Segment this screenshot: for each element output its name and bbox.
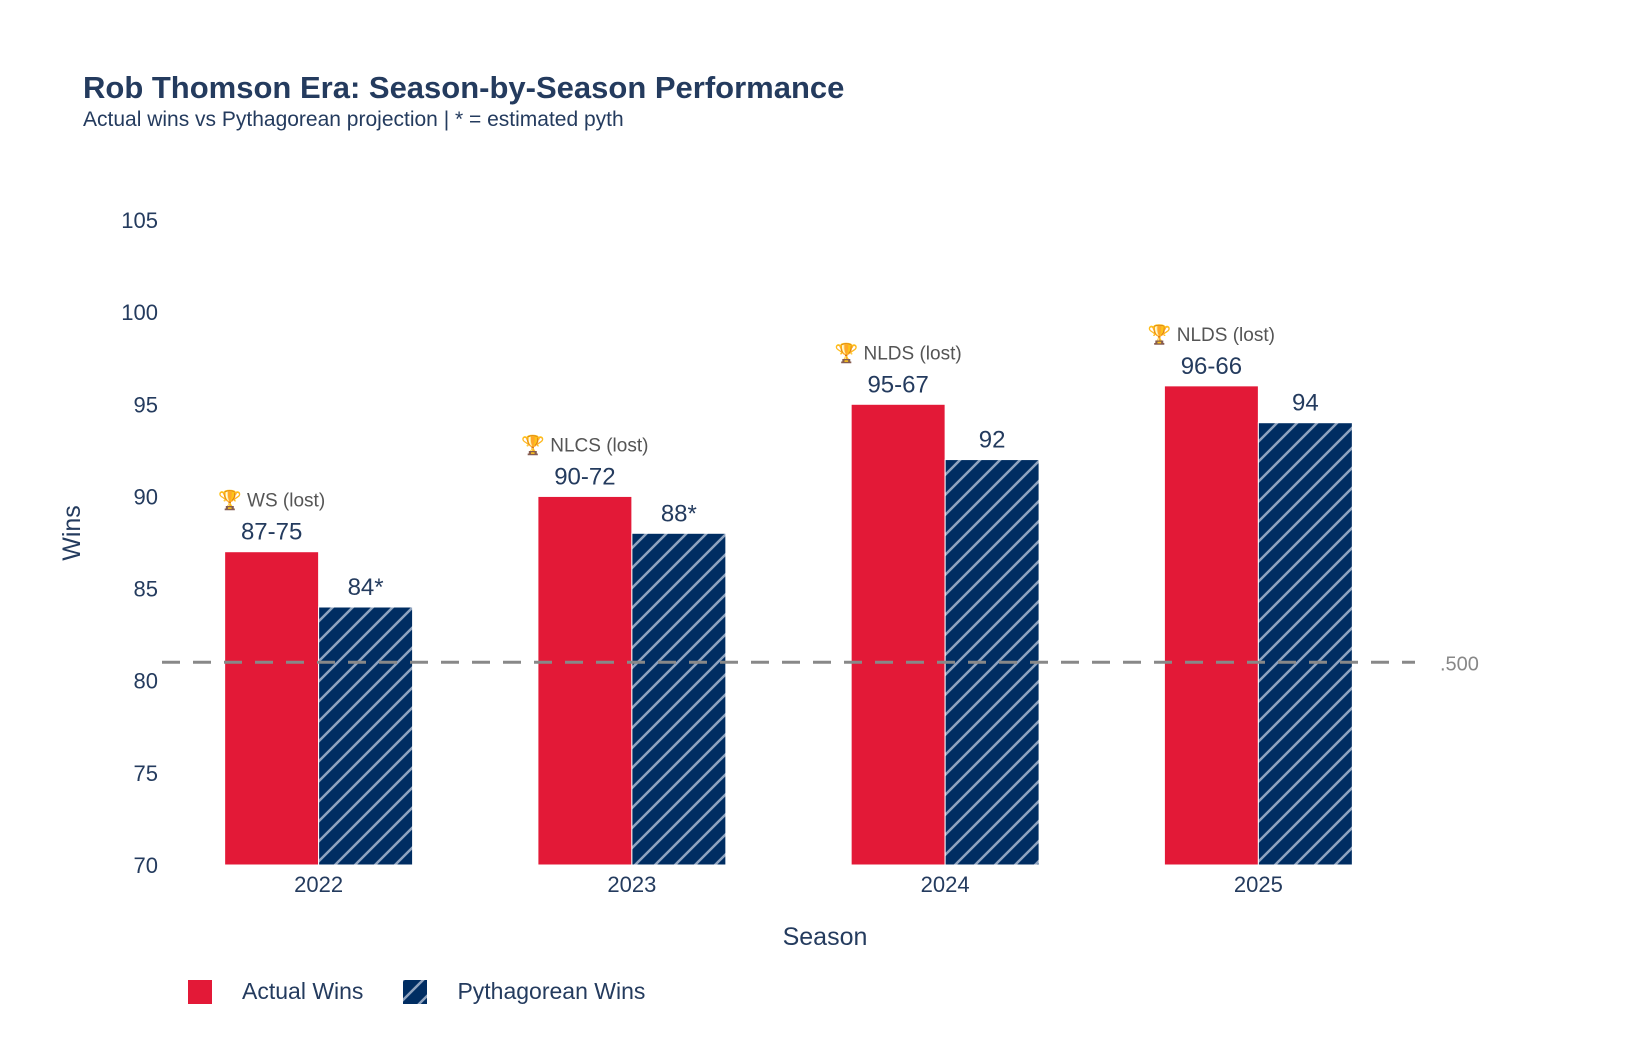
postseason-annotation: 🏆 WS (lost) xyxy=(218,489,325,512)
x-tick-label: 2023 xyxy=(607,872,656,897)
bar-pythagorean-wins xyxy=(1257,422,1353,866)
legend-swatch-pythagorean-fill xyxy=(403,979,428,1004)
data-label-actual: 96-66 xyxy=(1181,353,1242,380)
data-label-pythagorean: 88* xyxy=(661,500,697,527)
legend-label-pythagorean: Pythagorean Wins xyxy=(457,978,646,1004)
data-label-actual: 95-67 xyxy=(867,371,928,398)
data-label-pythagorean: 94 xyxy=(1292,390,1319,417)
bar-actual-wins xyxy=(224,551,320,866)
data-label-pythagorean: 84* xyxy=(348,574,384,601)
bar-pythagorean-wins xyxy=(318,606,414,866)
legend-item-pythagorean[interactable]: Pythagorean Wins xyxy=(403,978,645,1005)
postseason-annotation: 🏆 NLCS (lost) xyxy=(521,433,648,456)
chart-subtitle: Actual wins vs Pythagorean projection | … xyxy=(83,108,624,131)
data-label-actual: 90-72 xyxy=(554,463,615,490)
legend: Actual Wins Pythagorean Wins xyxy=(188,978,685,1005)
chart-title: Rob Thomson Era: Season-by-Season Perfor… xyxy=(83,70,845,105)
bar-actual-wins xyxy=(537,495,633,866)
x-tick-label: 2025 xyxy=(1234,872,1283,897)
y-tick-label: 90 xyxy=(134,484,158,509)
legend-swatch-actual-fill xyxy=(188,979,212,1004)
y-axis-title: Wins xyxy=(58,505,86,561)
y-tick-label: 75 xyxy=(134,761,158,786)
legend-swatch-pythagorean xyxy=(403,979,428,1004)
data-label-actual: 87-75 xyxy=(241,519,302,546)
data-label-pythagorean: 92 xyxy=(979,427,1006,454)
y-tick-label: 95 xyxy=(134,392,158,417)
chart-marks: 70 75 80 85 90 95 100 105 87-75 84* 🏆 WS (lost) 202… xyxy=(121,208,1479,897)
y-tick-label: 100 xyxy=(121,300,158,325)
postseason-annotation: 🏆 NLDS (lost) xyxy=(835,341,962,364)
x-tick-label: 2024 xyxy=(921,872,970,897)
reference-line-label: .500 xyxy=(1440,653,1479,675)
legend-item-actual[interactable]: Actual Wins xyxy=(188,978,363,1005)
y-tick-label: 105 xyxy=(121,208,158,233)
y-tick-label: 70 xyxy=(134,853,158,878)
bar-actual-wins xyxy=(850,403,946,866)
legend-swatch-actual xyxy=(188,979,212,1004)
y-tick-label: 80 xyxy=(134,669,158,694)
bar-actual-wins xyxy=(1163,385,1259,866)
x-tick-label: 2022 xyxy=(294,872,343,897)
legend-label-actual: Actual Wins xyxy=(242,978,364,1004)
bar-pythagorean-wins xyxy=(944,459,1040,866)
y-tick-label: 85 xyxy=(134,577,158,602)
x-axis-title: Season xyxy=(783,923,868,951)
bar-pythagorean-wins xyxy=(631,532,727,866)
postseason-annotation: 🏆 NLDS (lost) xyxy=(1148,323,1275,346)
